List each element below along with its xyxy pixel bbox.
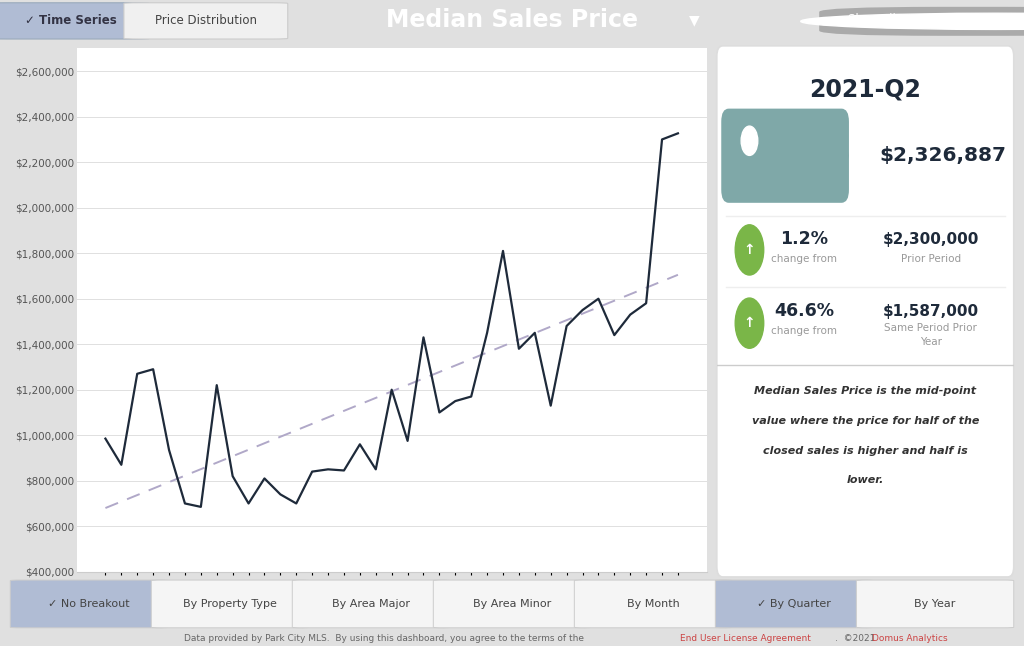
Text: By Property Type: By Property Type xyxy=(183,599,276,609)
Text: Prior Period: Prior Period xyxy=(900,254,961,264)
FancyBboxPatch shape xyxy=(124,3,288,39)
Text: By Area Minor: By Area Minor xyxy=(473,599,551,609)
Text: Domus Analytics: Domus Analytics xyxy=(872,634,948,643)
Text: change from: change from xyxy=(771,326,838,336)
Text: ↑: ↑ xyxy=(743,243,756,257)
Text: $2,300,000: $2,300,000 xyxy=(883,232,979,247)
Text: Price Distribution: Price Distribution xyxy=(155,14,257,27)
Text: .  ©2021: . ©2021 xyxy=(835,634,878,643)
FancyBboxPatch shape xyxy=(721,109,849,203)
FancyBboxPatch shape xyxy=(433,580,591,628)
FancyBboxPatch shape xyxy=(856,580,1014,628)
Text: ✓ Time Series: ✓ Time Series xyxy=(25,14,117,27)
FancyBboxPatch shape xyxy=(152,580,308,628)
Text: $2,326,887: $2,326,887 xyxy=(879,146,1006,165)
Text: 46.6%: 46.6% xyxy=(774,302,835,320)
Bar xyxy=(836,121,845,190)
FancyBboxPatch shape xyxy=(717,46,1014,577)
Text: Show Filters:: Show Filters: xyxy=(848,13,924,26)
Text: lower.: lower. xyxy=(847,475,884,485)
Text: ✓ By Quarter: ✓ By Quarter xyxy=(757,599,831,609)
Text: $1,587,000: $1,587,000 xyxy=(883,304,979,318)
Text: closed sales is higher and half is: closed sales is higher and half is xyxy=(763,446,968,455)
FancyBboxPatch shape xyxy=(819,7,1024,36)
Text: Same Period Prior
Year: Same Period Prior Year xyxy=(884,322,977,347)
FancyBboxPatch shape xyxy=(716,580,872,628)
Circle shape xyxy=(801,13,1024,30)
Text: ▼: ▼ xyxy=(689,14,699,28)
Text: ↑: ↑ xyxy=(743,316,756,330)
FancyBboxPatch shape xyxy=(0,3,150,39)
Text: 2021-Q2: 2021-Q2 xyxy=(809,78,922,101)
Text: By Area Major: By Area Major xyxy=(332,599,410,609)
FancyBboxPatch shape xyxy=(292,580,450,628)
Text: value where the price for half of the: value where the price for half of the xyxy=(752,416,979,426)
Text: change from: change from xyxy=(771,254,838,264)
Circle shape xyxy=(735,225,764,275)
Circle shape xyxy=(741,126,758,156)
Text: By Month: By Month xyxy=(627,599,679,609)
Text: End User License Agreement: End User License Agreement xyxy=(680,634,811,643)
Text: Median Sales Price is the mid-point: Median Sales Price is the mid-point xyxy=(755,386,976,396)
FancyBboxPatch shape xyxy=(574,580,732,628)
Text: Data provided by Park City MLS.  By using this dashboard, you agree to the terms: Data provided by Park City MLS. By using… xyxy=(184,634,587,643)
Text: ✓ No Breakout: ✓ No Breakout xyxy=(48,599,130,609)
Text: By Year: By Year xyxy=(914,599,955,609)
FancyBboxPatch shape xyxy=(10,580,168,628)
Text: Median Sales Price: Median Sales Price xyxy=(386,8,638,32)
Text: 1.2%: 1.2% xyxy=(780,231,828,249)
Polygon shape xyxy=(839,121,849,190)
Circle shape xyxy=(735,298,764,348)
